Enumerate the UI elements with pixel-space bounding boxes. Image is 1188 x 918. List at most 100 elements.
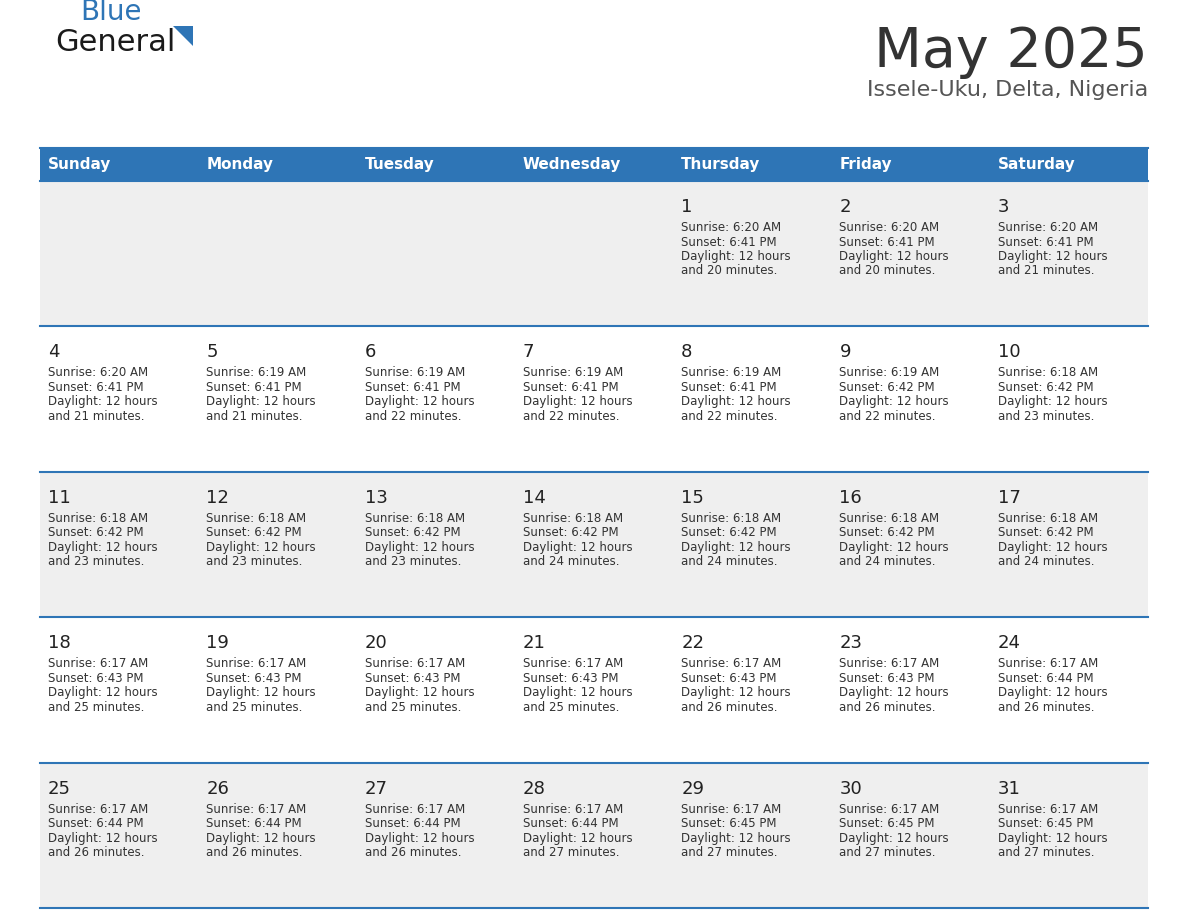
Text: Daylight: 12 hours: Daylight: 12 hours: [207, 832, 316, 845]
Text: Sunset: 6:42 PM: Sunset: 6:42 PM: [840, 526, 935, 539]
Bar: [832, 148, 990, 181]
Text: Sunset: 6:42 PM: Sunset: 6:42 PM: [998, 526, 1093, 539]
Text: and 24 minutes.: and 24 minutes.: [681, 555, 778, 568]
Text: Sunrise: 6:17 AM: Sunrise: 6:17 AM: [207, 657, 307, 670]
Bar: [40, 148, 198, 181]
Text: and 24 minutes.: and 24 minutes.: [998, 555, 1094, 568]
Text: Sunrise: 6:19 AM: Sunrise: 6:19 AM: [365, 366, 465, 379]
Text: Sunrise: 6:17 AM: Sunrise: 6:17 AM: [998, 657, 1098, 670]
Text: Daylight: 12 hours: Daylight: 12 hours: [840, 396, 949, 409]
Bar: [514, 148, 674, 181]
Text: and 26 minutes.: and 26 minutes.: [681, 700, 778, 713]
Text: 2: 2: [840, 198, 851, 216]
Text: Blue: Blue: [80, 0, 141, 26]
Text: and 27 minutes.: and 27 minutes.: [998, 846, 1094, 859]
Text: Sunrise: 6:19 AM: Sunrise: 6:19 AM: [207, 366, 307, 379]
Text: Thursday: Thursday: [681, 157, 760, 172]
Text: Sunset: 6:42 PM: Sunset: 6:42 PM: [523, 526, 619, 539]
Bar: [40, 763, 1148, 908]
Polygon shape: [173, 26, 192, 46]
Text: and 26 minutes.: and 26 minutes.: [365, 846, 461, 859]
Text: Sunset: 6:41 PM: Sunset: 6:41 PM: [523, 381, 619, 394]
Text: 19: 19: [207, 634, 229, 652]
Text: Friday: Friday: [840, 157, 892, 172]
Text: Daylight: 12 hours: Daylight: 12 hours: [365, 686, 474, 700]
Text: Daylight: 12 hours: Daylight: 12 hours: [840, 832, 949, 845]
Text: 1: 1: [681, 198, 693, 216]
Text: and 22 minutes.: and 22 minutes.: [365, 410, 461, 423]
Text: Sunset: 6:44 PM: Sunset: 6:44 PM: [365, 817, 460, 830]
Text: and 22 minutes.: and 22 minutes.: [840, 410, 936, 423]
Text: and 23 minutes.: and 23 minutes.: [207, 555, 303, 568]
Text: 22: 22: [681, 634, 704, 652]
Text: Sunrise: 6:17 AM: Sunrise: 6:17 AM: [681, 802, 782, 815]
Text: Sunset: 6:43 PM: Sunset: 6:43 PM: [681, 672, 777, 685]
Text: Daylight: 12 hours: Daylight: 12 hours: [365, 541, 474, 554]
Text: Sunset: 6:44 PM: Sunset: 6:44 PM: [998, 672, 1093, 685]
Text: and 23 minutes.: and 23 minutes.: [48, 555, 145, 568]
Text: and 25 minutes.: and 25 minutes.: [523, 700, 619, 713]
Text: and 20 minutes.: and 20 minutes.: [840, 264, 936, 277]
Text: and 21 minutes.: and 21 minutes.: [48, 410, 145, 423]
Text: Daylight: 12 hours: Daylight: 12 hours: [998, 541, 1107, 554]
Text: Daylight: 12 hours: Daylight: 12 hours: [365, 396, 474, 409]
Text: 28: 28: [523, 779, 545, 798]
Text: Sunrise: 6:17 AM: Sunrise: 6:17 AM: [998, 802, 1098, 815]
Text: Sunrise: 6:19 AM: Sunrise: 6:19 AM: [681, 366, 782, 379]
Text: 17: 17: [998, 488, 1020, 507]
Text: Daylight: 12 hours: Daylight: 12 hours: [207, 541, 316, 554]
Text: 10: 10: [998, 343, 1020, 362]
Text: Sunset: 6:41 PM: Sunset: 6:41 PM: [48, 381, 144, 394]
Text: 29: 29: [681, 779, 704, 798]
Text: Sunset: 6:45 PM: Sunset: 6:45 PM: [681, 817, 777, 830]
Text: Sunset: 6:45 PM: Sunset: 6:45 PM: [998, 817, 1093, 830]
Text: May 2025: May 2025: [874, 25, 1148, 79]
Text: Sunrise: 6:17 AM: Sunrise: 6:17 AM: [48, 657, 148, 670]
Text: Daylight: 12 hours: Daylight: 12 hours: [840, 686, 949, 700]
Text: Wednesday: Wednesday: [523, 157, 621, 172]
Bar: [40, 327, 1148, 472]
Text: and 25 minutes.: and 25 minutes.: [207, 700, 303, 713]
Text: Sunrise: 6:18 AM: Sunrise: 6:18 AM: [523, 512, 623, 525]
Text: Sunset: 6:42 PM: Sunset: 6:42 PM: [681, 526, 777, 539]
Text: Daylight: 12 hours: Daylight: 12 hours: [681, 396, 791, 409]
Text: and 22 minutes.: and 22 minutes.: [523, 410, 619, 423]
Text: Sunset: 6:42 PM: Sunset: 6:42 PM: [207, 526, 302, 539]
Text: Monday: Monday: [207, 157, 273, 172]
Bar: [356, 148, 514, 181]
Text: Sunset: 6:45 PM: Sunset: 6:45 PM: [840, 817, 935, 830]
Text: 24: 24: [998, 634, 1020, 652]
Text: Sunrise: 6:17 AM: Sunrise: 6:17 AM: [523, 802, 624, 815]
Text: Sunset: 6:44 PM: Sunset: 6:44 PM: [207, 817, 302, 830]
Text: 4: 4: [48, 343, 59, 362]
Text: and 27 minutes.: and 27 minutes.: [681, 846, 778, 859]
Text: 12: 12: [207, 488, 229, 507]
Text: 9: 9: [840, 343, 851, 362]
Text: 23: 23: [840, 634, 862, 652]
Text: Sunrise: 6:19 AM: Sunrise: 6:19 AM: [840, 366, 940, 379]
Text: Sunset: 6:42 PM: Sunset: 6:42 PM: [365, 526, 460, 539]
Text: Daylight: 12 hours: Daylight: 12 hours: [365, 832, 474, 845]
Text: Daylight: 12 hours: Daylight: 12 hours: [681, 686, 791, 700]
Text: Sunset: 6:43 PM: Sunset: 6:43 PM: [840, 672, 935, 685]
Text: Daylight: 12 hours: Daylight: 12 hours: [998, 686, 1107, 700]
Text: and 26 minutes.: and 26 minutes.: [207, 846, 303, 859]
Text: 30: 30: [840, 779, 862, 798]
Text: Sunrise: 6:17 AM: Sunrise: 6:17 AM: [207, 802, 307, 815]
Text: Sunrise: 6:20 AM: Sunrise: 6:20 AM: [48, 366, 148, 379]
Text: and 24 minutes.: and 24 minutes.: [840, 555, 936, 568]
Text: and 25 minutes.: and 25 minutes.: [48, 700, 145, 713]
Text: Sunset: 6:43 PM: Sunset: 6:43 PM: [365, 672, 460, 685]
Text: Sunrise: 6:20 AM: Sunrise: 6:20 AM: [840, 221, 940, 234]
Text: 26: 26: [207, 779, 229, 798]
Text: 16: 16: [840, 488, 862, 507]
Text: 14: 14: [523, 488, 545, 507]
Text: Sunrise: 6:17 AM: Sunrise: 6:17 AM: [523, 657, 624, 670]
Text: Sunset: 6:43 PM: Sunset: 6:43 PM: [207, 672, 302, 685]
Text: Daylight: 12 hours: Daylight: 12 hours: [48, 686, 158, 700]
Text: Sunset: 6:41 PM: Sunset: 6:41 PM: [840, 236, 935, 249]
Text: Sunset: 6:41 PM: Sunset: 6:41 PM: [365, 381, 460, 394]
Bar: [40, 181, 1148, 327]
Text: 21: 21: [523, 634, 545, 652]
Text: 5: 5: [207, 343, 217, 362]
